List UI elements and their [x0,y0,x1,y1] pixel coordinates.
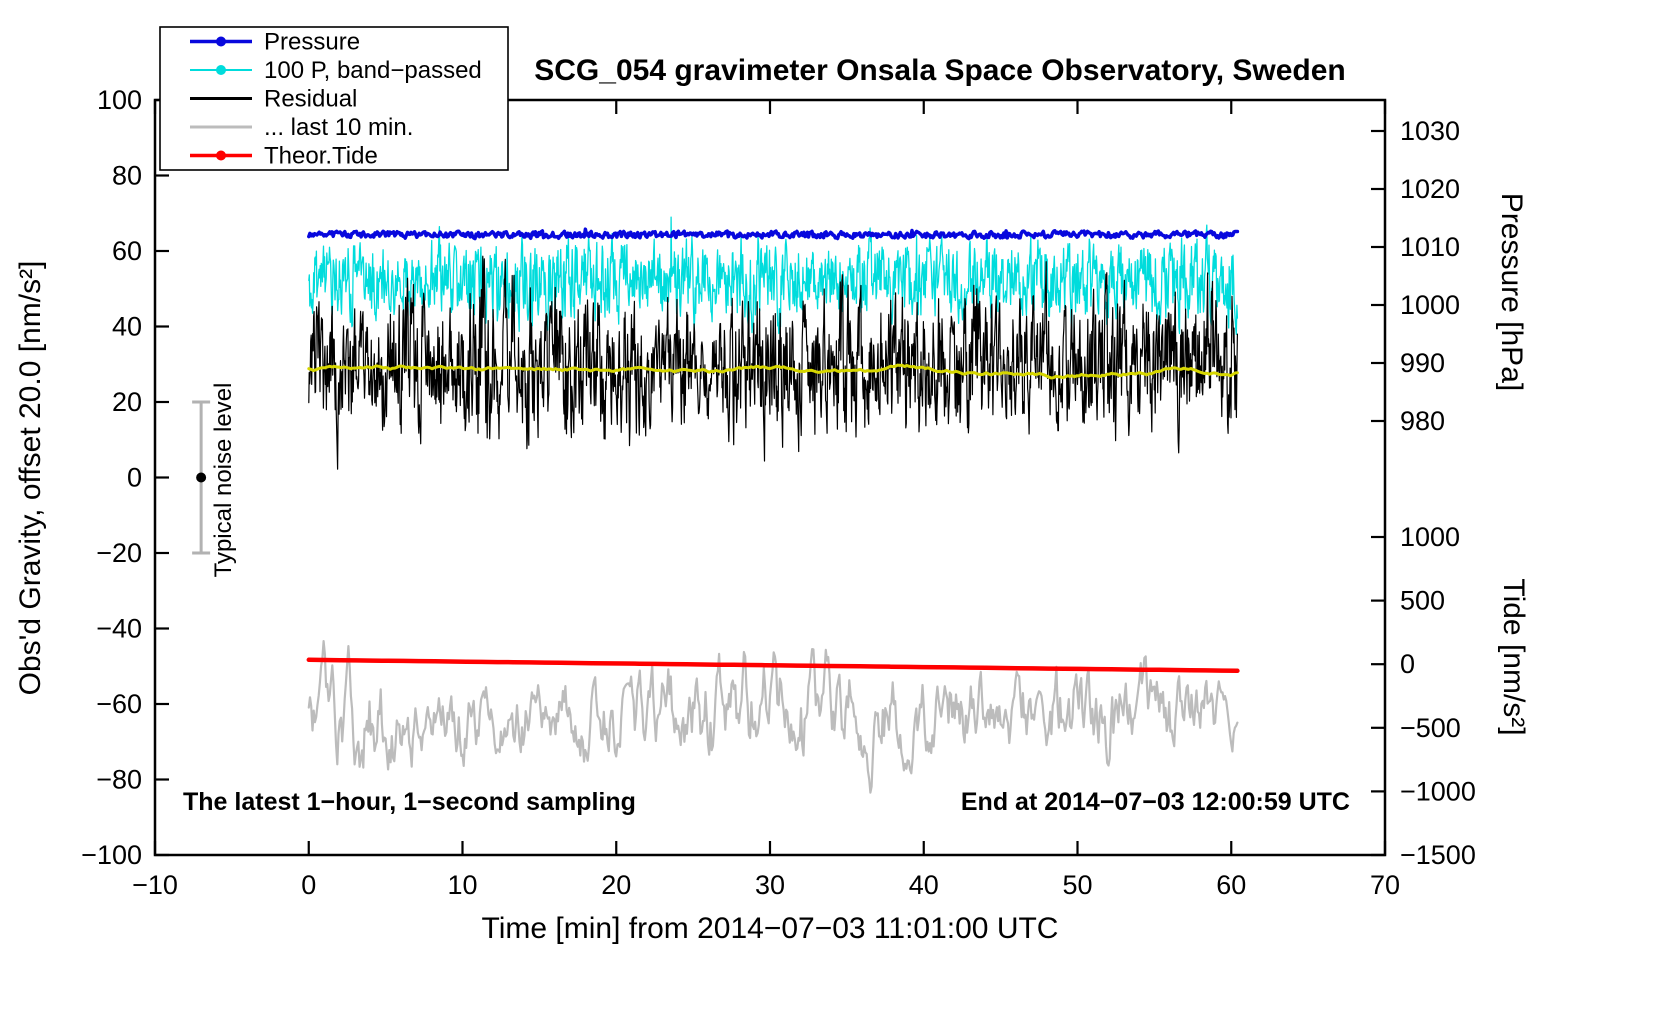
y-left-tick-label: −60 [96,689,142,719]
tide-tick-label: −1000 [1400,776,1476,806]
y-left-tick-label: −80 [96,765,142,795]
y-left-tick-label: 60 [112,236,142,266]
pressure-tick-label: 1020 [1400,174,1460,204]
y-left-tick-label: −20 [96,538,142,568]
y-left-tick-label: 40 [112,312,142,342]
legend-marker-dot [216,150,226,161]
legend-label: Residual [264,86,357,113]
chart-title: SCG_054 gravimeter Onsala Space Observat… [534,54,1346,87]
plot-frame [153,98,1387,857]
series-100-p-band-passed [308,216,1239,335]
series-theor-tide [306,657,1240,674]
legend-marker-dot [216,36,226,47]
x-tick-label: 70 [1370,870,1400,900]
x-tick-label: 40 [909,870,939,900]
end-time-annotation: End at 2014−07−03 12:00:59 UTC [961,788,1350,816]
tide-tick-label: −500 [1400,713,1461,743]
series-residual-running-mean-yellow-overlay [307,363,1239,380]
tide-tick-label: 500 [1400,586,1445,616]
pressure-tick-label: 1000 [1400,290,1460,320]
legend-marker-dot [216,65,226,75]
x-tick-label: −10 [132,870,178,900]
y-left-tick-label: −100 [81,840,142,870]
y-left-tick-label: 100 [97,85,142,115]
tide-tick-label: 1000 [1400,522,1460,552]
y-left-tick-label: −40 [96,614,142,644]
series-residual [308,255,1238,470]
series-pressure [307,227,1240,241]
x-tick-label: 60 [1216,870,1246,900]
pressure-tick-label: 1010 [1400,232,1460,262]
y-axis-tide-label: Tide [nm/s²] [1497,578,1530,735]
pressure-tick-label: 1030 [1400,116,1460,146]
legend-label: ... last 10 min. [264,114,413,141]
pressure-tick-label: 980 [1400,406,1445,436]
x-tick-label: 10 [447,870,477,900]
x-tick-label: 30 [755,870,785,900]
y-axis-pressure-label: Pressure [hPa] [1495,193,1528,391]
series-layer [306,216,1240,794]
tide-tick-label: −1500 [1400,840,1476,870]
legend-label: Theor.Tide [264,143,378,170]
typical-noise-level-label: Typical noise level [210,383,237,578]
y-left-tick-label: 0 [127,463,142,493]
series-last-10-min [307,640,1239,794]
legend-label: Pressure [264,29,360,56]
y-axis-left-label: Obs'd Gravity, offset 20.0 [nm/s²] [14,261,47,696]
tide-tick-label: 0 [1400,649,1415,679]
x-axis-label: Time [min] from 2014−07−03 11:01:00 UTC [482,912,1059,945]
sampling-annotation: The latest 1−hour, 1−second sampling [183,788,636,816]
noise-level-dot [196,472,207,483]
pressure-tick-label: 990 [1400,348,1445,378]
legend-label: 100 P, band−passed [264,57,482,84]
x-tick-label: 0 [301,870,316,900]
x-tick-label: 50 [1062,870,1092,900]
y-left-tick-label: 20 [112,387,142,417]
x-tick-label: 20 [601,870,631,900]
typical-noise-level-bar [192,400,211,555]
y-left-tick-label: 80 [112,161,142,191]
axes-layer: −10 0 10 20 30 40 50 60 70100806040200−20−40−60−… [81,85,1476,900]
